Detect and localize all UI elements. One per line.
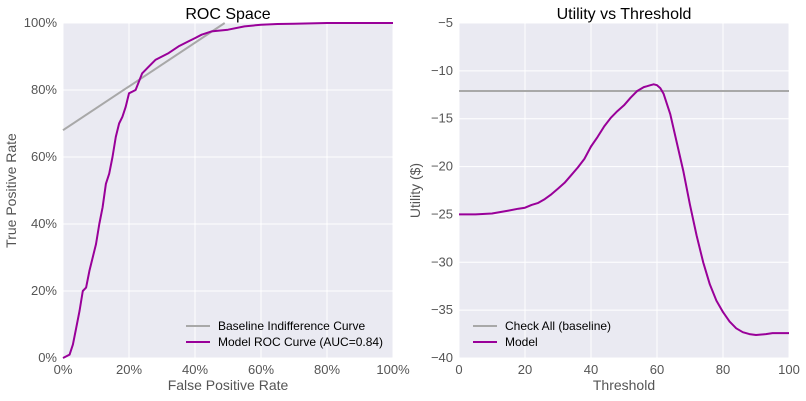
y-tick-label: −30 bbox=[431, 254, 453, 269]
y-tick-label: 0% bbox=[38, 350, 57, 365]
x-tick-label: 100% bbox=[376, 362, 410, 377]
x-tick-label: 60% bbox=[248, 362, 274, 377]
x-tick-label: 80 bbox=[716, 362, 730, 377]
y-tick-label: −20 bbox=[431, 159, 453, 174]
x-tick-label: 20 bbox=[518, 362, 532, 377]
y-tick-label: −40 bbox=[431, 350, 453, 365]
x-tick-label: 20% bbox=[116, 362, 142, 377]
plot-area bbox=[63, 23, 393, 358]
x-tick-label: 40 bbox=[584, 362, 598, 377]
x-tick-label: 60 bbox=[650, 362, 664, 377]
y-tick-label: 40% bbox=[31, 216, 57, 231]
legend-label: Model bbox=[505, 335, 538, 349]
series-line-model bbox=[62, 22, 393, 359]
y-tick-label: −10 bbox=[431, 63, 453, 78]
series-line-model bbox=[459, 83, 789, 336]
x-axis-label: Threshold bbox=[593, 377, 655, 393]
plot-area bbox=[459, 23, 789, 358]
x-tick-label: 80% bbox=[314, 362, 340, 377]
y-tick-label: 80% bbox=[31, 82, 57, 97]
chart-title: ROC Space bbox=[185, 6, 270, 23]
chart-title: Utility vs Threshold bbox=[557, 6, 692, 23]
legend-label: Check All (baseline) bbox=[505, 319, 611, 333]
legend-label: Model ROC Curve (AUC=0.84) bbox=[218, 335, 383, 349]
y-tick-label: −25 bbox=[431, 206, 453, 221]
y-tick-label: 100% bbox=[24, 15, 58, 30]
legend-label: Baseline Indifference Curve bbox=[218, 319, 366, 333]
roc-chart-panel: 0% 20% 40% 60% 80% 100% 0% 20% 40% 60% 80% 100% ROC … bbox=[3, 6, 410, 393]
series-line-baseline bbox=[62, 22, 226, 132]
x-tick-label: 0 bbox=[455, 362, 462, 377]
y-tick-label: −15 bbox=[431, 111, 453, 126]
y-tick-label: −5 bbox=[438, 15, 453, 30]
utility-chart-panel: 0 20 40 60 80 100 −5 −10 −15 −20 −25 −30 −35 −40 Utili… bbox=[407, 6, 800, 393]
x-tick-label: 40% bbox=[182, 362, 208, 377]
y-axis-label: True Positive Rate bbox=[3, 133, 19, 248]
x-tick-label: 100 bbox=[778, 362, 800, 377]
x-tick-label: 0% bbox=[54, 362, 73, 377]
y-axis-label: Utility ($) bbox=[407, 163, 423, 218]
y-tick-label: 20% bbox=[31, 283, 57, 298]
x-axis-label: False Positive Rate bbox=[168, 377, 289, 393]
y-tick-label: 60% bbox=[31, 149, 57, 164]
y-tick-label: −35 bbox=[431, 302, 453, 317]
